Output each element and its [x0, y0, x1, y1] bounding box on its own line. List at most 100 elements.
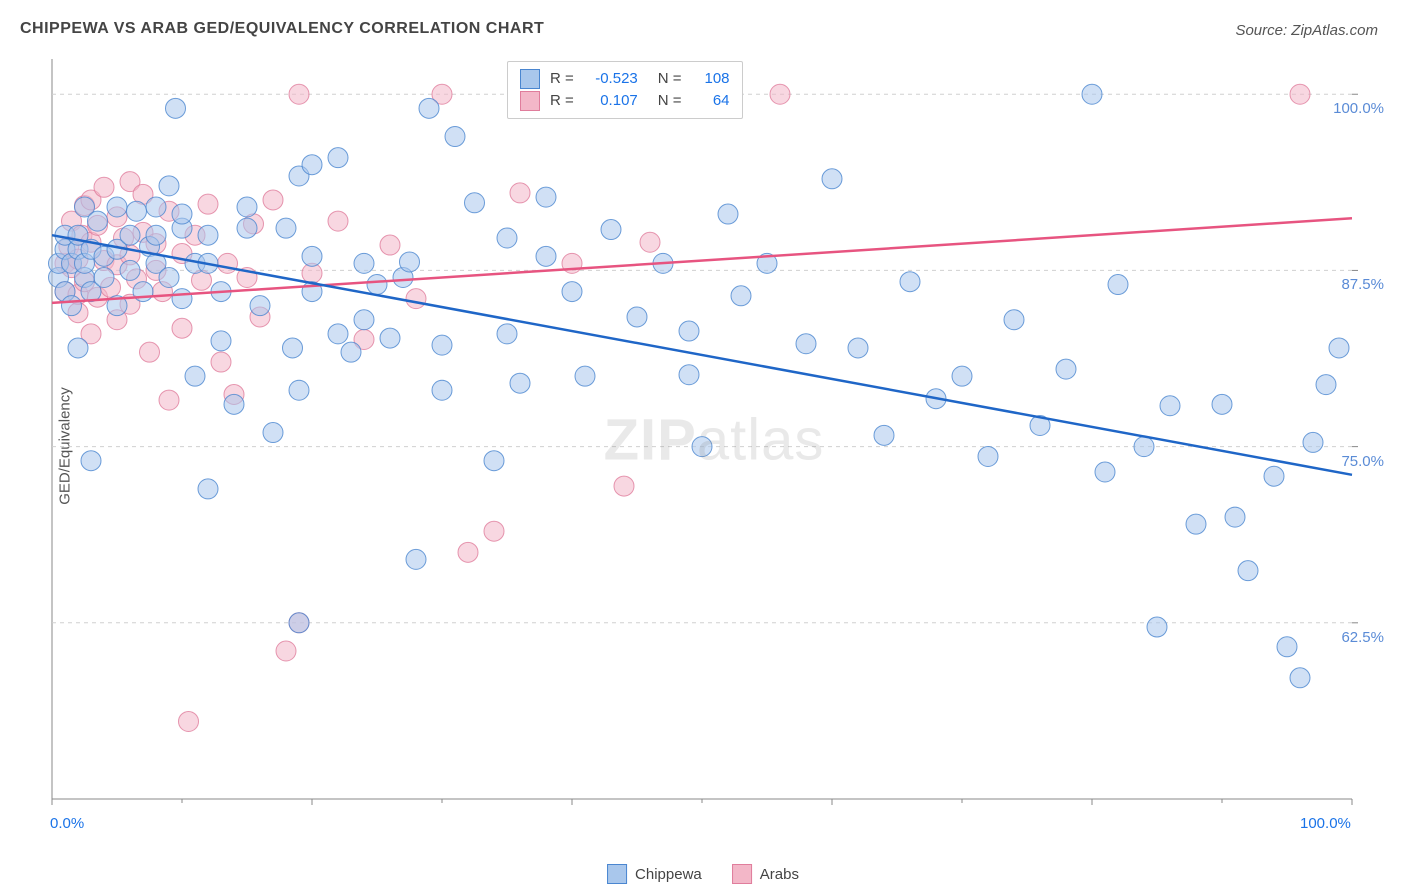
data-point[interactable]: [159, 267, 179, 287]
data-point[interactable]: [198, 479, 218, 499]
data-point[interactable]: [1108, 275, 1128, 295]
data-point[interactable]: [341, 342, 361, 362]
data-point[interactable]: [458, 542, 478, 562]
data-point[interactable]: [211, 352, 231, 372]
data-point[interactable]: [718, 204, 738, 224]
data-point[interactable]: [172, 204, 192, 224]
data-point[interactable]: [62, 296, 82, 316]
data-point[interactable]: [179, 711, 199, 731]
data-point[interactable]: [328, 211, 348, 231]
data-point[interactable]: [952, 366, 972, 386]
data-point[interactable]: [1212, 394, 1232, 414]
data-point[interactable]: [127, 201, 147, 221]
data-point[interactable]: [1264, 466, 1284, 486]
data-point[interactable]: [289, 380, 309, 400]
data-point[interactable]: [1329, 338, 1349, 358]
data-point[interactable]: [679, 321, 699, 341]
data-point[interactable]: [536, 187, 556, 207]
data-point[interactable]: [140, 342, 160, 362]
data-point[interactable]: [289, 84, 309, 104]
data-point[interactable]: [432, 380, 452, 400]
data-point[interactable]: [465, 193, 485, 213]
data-point[interactable]: [1277, 637, 1297, 657]
data-point[interactable]: [68, 338, 88, 358]
data-point[interactable]: [848, 338, 868, 358]
data-point[interactable]: [159, 176, 179, 196]
data-point[interactable]: [484, 521, 504, 541]
data-point[interactable]: [302, 155, 322, 175]
data-point[interactable]: [120, 260, 140, 280]
data-point[interactable]: [1290, 668, 1310, 688]
data-point[interactable]: [536, 246, 556, 266]
data-point[interactable]: [562, 282, 582, 302]
data-point[interactable]: [1147, 617, 1167, 637]
legend-item[interactable]: Arabs: [732, 864, 799, 884]
data-point[interactable]: [400, 252, 420, 272]
legend-item[interactable]: Chippewa: [607, 864, 702, 884]
data-point[interactable]: [172, 318, 192, 338]
data-point[interactable]: [94, 177, 114, 197]
data-point[interactable]: [1225, 507, 1245, 527]
data-point[interactable]: [1082, 84, 1102, 104]
data-point[interactable]: [510, 373, 530, 393]
data-point[interactable]: [1134, 437, 1154, 457]
data-point[interactable]: [796, 334, 816, 354]
data-point[interactable]: [614, 476, 634, 496]
data-point[interactable]: [237, 218, 257, 238]
data-point[interactable]: [406, 289, 426, 309]
data-point[interactable]: [289, 613, 309, 633]
data-point[interactable]: [1160, 396, 1180, 416]
data-point[interactable]: [874, 425, 894, 445]
data-point[interactable]: [185, 366, 205, 386]
data-point[interactable]: [354, 253, 374, 273]
data-point[interactable]: [263, 190, 283, 210]
data-point[interactable]: [1316, 375, 1336, 395]
data-point[interactable]: [1056, 359, 1076, 379]
data-point[interactable]: [978, 446, 998, 466]
data-point[interactable]: [1238, 561, 1258, 581]
data-point[interactable]: [94, 267, 114, 287]
data-point[interactable]: [198, 194, 218, 214]
data-point[interactable]: [770, 84, 790, 104]
data-point[interactable]: [250, 296, 270, 316]
data-point[interactable]: [406, 549, 426, 569]
data-point[interactable]: [510, 183, 530, 203]
data-point[interactable]: [263, 423, 283, 443]
data-point[interactable]: [900, 272, 920, 292]
data-point[interactable]: [731, 286, 751, 306]
data-point[interactable]: [224, 394, 244, 414]
data-point[interactable]: [276, 218, 296, 238]
data-point[interactable]: [1303, 432, 1323, 452]
data-point[interactable]: [640, 232, 660, 252]
data-point[interactable]: [380, 235, 400, 255]
data-point[interactable]: [107, 197, 127, 217]
data-point[interactable]: [627, 307, 647, 327]
data-point[interactable]: [166, 98, 186, 118]
data-point[interactable]: [679, 365, 699, 385]
data-point[interactable]: [159, 390, 179, 410]
data-point[interactable]: [692, 437, 712, 457]
data-point[interactable]: [88, 211, 108, 231]
data-point[interactable]: [302, 246, 322, 266]
data-point[interactable]: [445, 127, 465, 147]
data-point[interactable]: [354, 310, 374, 330]
data-point[interactable]: [601, 220, 621, 240]
data-point[interactable]: [283, 338, 303, 358]
data-point[interactable]: [218, 253, 238, 273]
data-point[interactable]: [575, 366, 595, 386]
data-point[interactable]: [380, 328, 400, 348]
data-point[interactable]: [497, 324, 517, 344]
data-point[interactable]: [198, 225, 218, 245]
data-point[interactable]: [367, 275, 387, 295]
data-point[interactable]: [822, 169, 842, 189]
data-point[interactable]: [1004, 310, 1024, 330]
data-point[interactable]: [497, 228, 517, 248]
data-point[interactable]: [172, 289, 192, 309]
data-point[interactable]: [1186, 514, 1206, 534]
data-point[interactable]: [484, 451, 504, 471]
data-point[interactable]: [237, 197, 257, 217]
data-point[interactable]: [432, 335, 452, 355]
data-point[interactable]: [328, 324, 348, 344]
data-point[interactable]: [81, 451, 101, 471]
data-point[interactable]: [211, 331, 231, 351]
